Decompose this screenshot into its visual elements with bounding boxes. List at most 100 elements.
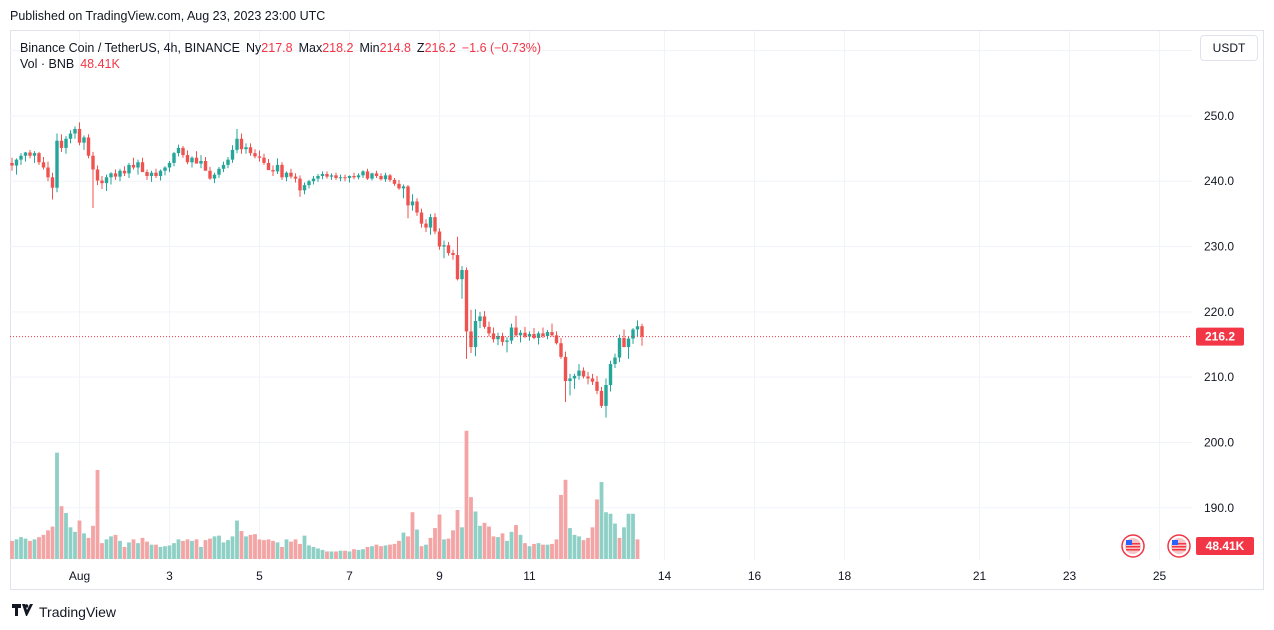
candle-body [428, 217, 433, 228]
us-flag-icon[interactable] [1167, 534, 1191, 558]
candle-body [199, 160, 203, 164]
volume-bar [577, 536, 581, 559]
volume-bar [100, 543, 104, 559]
candle-body [415, 201, 419, 213]
volume-bar [248, 534, 253, 559]
volume-bar [424, 544, 428, 559]
candle-body [437, 231, 442, 247]
time-tick-label: 7 [346, 569, 353, 583]
volume-bar [487, 526, 491, 559]
candle-body [599, 390, 604, 406]
candle [59, 134, 64, 152]
candle [208, 166, 212, 180]
candle [505, 337, 509, 353]
candle-body [293, 176, 298, 179]
symbol-label[interactable]: Binance Coin / TetherUS, 4h, BINANCE [20, 41, 241, 55]
candle [622, 329, 626, 348]
volume-bar [284, 539, 289, 559]
candle-body [37, 153, 41, 163]
brand-footer[interactable]: TradingView [12, 603, 116, 620]
candle-body [23, 152, 28, 156]
volume-bar [302, 535, 307, 559]
volume-bar [172, 543, 176, 559]
volume-bar [626, 513, 631, 559]
volume-bar [442, 539, 446, 559]
candle [415, 198, 419, 216]
volume-bar [109, 536, 113, 559]
candle-body [487, 326, 491, 334]
volume-bar [356, 549, 361, 559]
volume-bar [433, 528, 437, 559]
candle-body [275, 164, 280, 172]
candle-body [406, 186, 410, 206]
candle-body [361, 171, 365, 176]
candle [401, 184, 406, 199]
volume-bar [550, 543, 554, 559]
time-tick-label: 21 [973, 569, 987, 583]
candle [37, 151, 41, 165]
volume-bar [158, 546, 163, 559]
volume-bar [599, 482, 604, 559]
candle [140, 157, 145, 173]
candle [613, 353, 617, 368]
candle [487, 321, 491, 337]
candle-body [559, 343, 563, 357]
candle [550, 323, 554, 337]
volume-bar [401, 532, 406, 559]
volume-bar [239, 531, 244, 559]
candle-body [190, 157, 194, 163]
candle [595, 375, 599, 395]
candle [383, 172, 388, 182]
candle-body [32, 153, 37, 156]
volume-label[interactable]: Vol · BNB [20, 57, 75, 71]
candle-body [595, 381, 599, 391]
candle-body [226, 159, 230, 165]
candle [347, 175, 352, 183]
candle [266, 159, 271, 171]
volume-bar [10, 540, 14, 559]
candle [500, 332, 505, 346]
volume-bar [113, 534, 118, 559]
candle-body [185, 155, 190, 163]
candle-body [572, 375, 577, 379]
candle-body [554, 335, 559, 344]
candle [370, 172, 374, 181]
candle [163, 166, 167, 176]
candle [280, 162, 284, 180]
candle [599, 386, 604, 408]
candle-body [109, 173, 113, 178]
candle [316, 174, 320, 182]
volume-bars [10, 430, 640, 559]
currency-button[interactable]: USDT [1200, 35, 1258, 61]
volume-bar [118, 540, 122, 559]
time-axis[interactable]: Aug 3 5 7 9 11 14 16 18 21 23 25 [69, 569, 1167, 583]
candle-body [212, 174, 217, 179]
candle [82, 135, 86, 150]
high-label: Max [298, 41, 323, 55]
candle-body [419, 212, 424, 224]
us-flag-icon[interactable] [1121, 534, 1145, 558]
volume-bar [122, 546, 127, 559]
candle-body [505, 340, 509, 342]
candle [433, 213, 437, 235]
candle [617, 334, 622, 363]
time-tick-label: 5 [256, 569, 263, 583]
candle-body [221, 164, 226, 169]
volume-bar [77, 520, 82, 559]
candle [343, 174, 347, 182]
volume-bar [388, 544, 392, 559]
candle [95, 165, 100, 186]
candle-body [329, 175, 334, 177]
candle-body [496, 335, 500, 340]
volume-bar [46, 530, 50, 559]
candle-body [266, 162, 271, 171]
volume-bar [235, 520, 239, 559]
volume-bar [293, 539, 298, 559]
time-tick-label: 11 [523, 569, 536, 583]
candle [464, 267, 469, 359]
candle-body [118, 170, 122, 177]
volume-bar [185, 539, 190, 559]
published-caption: Published on TradingView.com, Aug 23, 20… [10, 9, 326, 23]
